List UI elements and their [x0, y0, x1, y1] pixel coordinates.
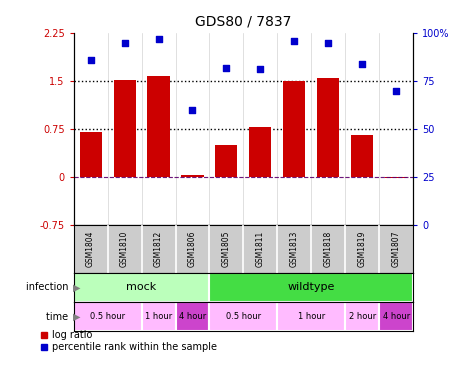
Point	[291, 38, 298, 44]
Text: GSM1818: GSM1818	[324, 231, 333, 267]
Bar	[209, 273, 413, 302]
Legend: log ratio, percentile rank within the sample: log ratio, percentile rank within the sa…	[40, 330, 217, 352]
Bar	[148, 76, 170, 177]
Bar	[284, 81, 305, 177]
Bar	[249, 127, 271, 177]
Point	[189, 107, 196, 113]
Bar	[277, 302, 345, 331]
Point	[392, 87, 400, 93]
Bar	[142, 302, 176, 331]
Text: GSM1812: GSM1812	[154, 231, 163, 267]
Bar	[317, 78, 339, 177]
Text: 0.5 hour: 0.5 hour	[90, 312, 125, 321]
Text: GSM1813: GSM1813	[290, 231, 299, 267]
Text: time: time	[46, 311, 71, 322]
Bar	[345, 302, 379, 331]
Text: 2 hour: 2 hour	[349, 312, 376, 321]
Text: GSM1810: GSM1810	[120, 231, 129, 267]
Bar	[74, 273, 209, 302]
Text: 1 hour: 1 hour	[298, 312, 325, 321]
Bar	[114, 80, 135, 177]
Point	[87, 57, 95, 63]
Point	[121, 40, 128, 45]
Text: infection: infection	[26, 282, 71, 292]
Text: GSM1811: GSM1811	[256, 231, 265, 267]
Bar	[176, 302, 209, 331]
Text: GSM1807: GSM1807	[392, 231, 401, 267]
Text: 0.5 hour: 0.5 hour	[226, 312, 261, 321]
Text: mock: mock	[126, 282, 157, 292]
Bar	[352, 135, 373, 177]
Bar	[379, 302, 413, 331]
Point	[155, 36, 162, 42]
Bar	[80, 132, 102, 177]
Text: 4 hour: 4 hour	[179, 312, 206, 321]
Bar	[209, 302, 277, 331]
Text: ▶: ▶	[73, 282, 80, 292]
Bar	[74, 302, 142, 331]
Text: 1 hour: 1 hour	[145, 312, 172, 321]
Text: GSM1806: GSM1806	[188, 231, 197, 267]
Bar	[181, 175, 203, 177]
Point	[223, 64, 230, 70]
Point	[324, 40, 332, 45]
Point	[359, 61, 366, 67]
Text: ▶: ▶	[73, 311, 80, 322]
Text: GDS80 / 7837: GDS80 / 7837	[195, 15, 292, 29]
Bar	[216, 145, 238, 177]
Text: GSM1804: GSM1804	[86, 231, 95, 267]
Bar	[385, 177, 407, 178]
Text: GSM1805: GSM1805	[222, 231, 231, 267]
Text: GSM1819: GSM1819	[358, 231, 367, 267]
Point	[256, 67, 264, 72]
Text: wildtype: wildtype	[288, 282, 335, 292]
Text: 4 hour: 4 hour	[383, 312, 410, 321]
